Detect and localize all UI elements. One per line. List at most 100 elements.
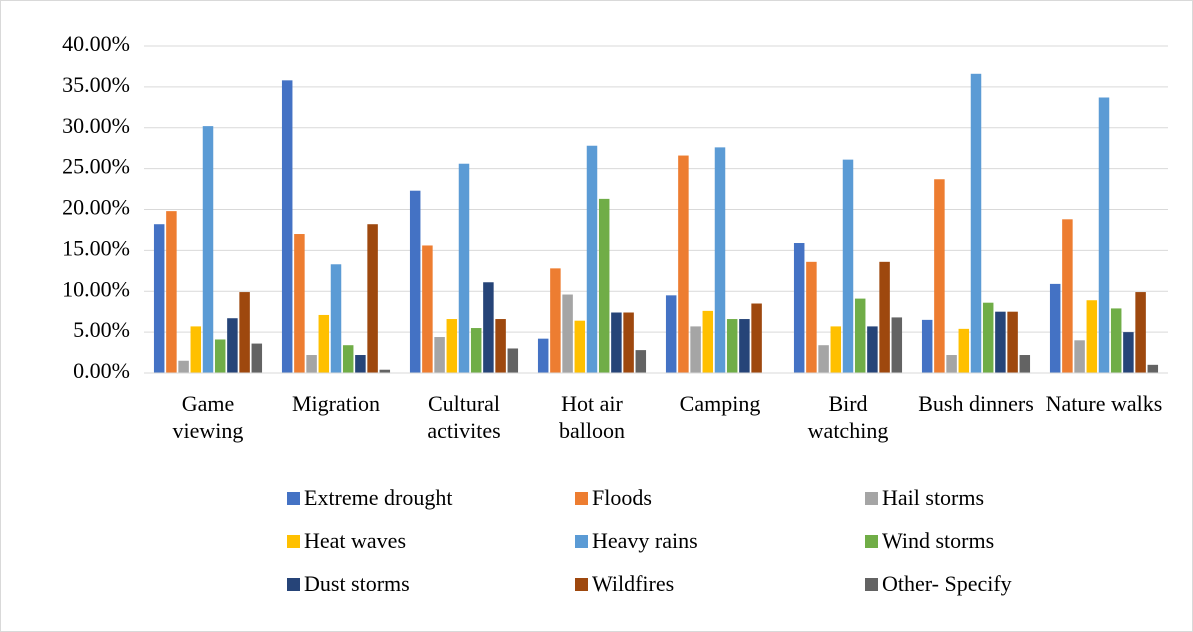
legend-swatch: [865, 577, 878, 591]
bar: [306, 355, 317, 373]
bar: [891, 317, 903, 373]
bar: [1049, 283, 1061, 373]
y-tick-label: 35.00%: [62, 72, 130, 97]
legend-item: Wind storms: [865, 527, 994, 555]
legend-label: Heavy rains: [592, 528, 698, 553]
x-tick-label: Bush dinners: [918, 391, 1034, 416]
legend-item: Wildfires: [575, 570, 674, 598]
bar: [355, 355, 366, 373]
x-tick-label: Camping: [679, 391, 761, 416]
bar: [1147, 364, 1159, 373]
bar: [562, 294, 573, 373]
bar: [751, 303, 762, 373]
bar: [214, 339, 226, 373]
bar: [434, 337, 445, 373]
bar: [495, 319, 506, 373]
bar: [318, 314, 330, 373]
y-tick-label: 40.00%: [62, 31, 130, 56]
y-tick-label: 0.00%: [73, 358, 130, 383]
bar: [678, 155, 689, 373]
bar: [1098, 97, 1110, 373]
bar: [793, 243, 805, 373]
bar: [227, 318, 238, 373]
bar: [178, 360, 189, 373]
bar: [879, 261, 890, 373]
bar: [806, 261, 817, 373]
y-tick-label: 20.00%: [62, 195, 130, 220]
bar: [714, 147, 726, 373]
bar: [458, 163, 470, 373]
legend-swatch: [865, 534, 878, 548]
bar: [623, 312, 634, 373]
legend-label: Extreme drought: [304, 485, 453, 510]
bar: [446, 319, 458, 373]
bar: [854, 298, 866, 373]
bar: [818, 345, 829, 373]
x-tick-label: Migration: [292, 391, 380, 416]
bar: [958, 328, 970, 373]
bar: [422, 245, 433, 373]
legend-label: Floods: [592, 485, 652, 510]
bar: [574, 320, 586, 373]
bar: [635, 350, 647, 373]
bar: [702, 310, 714, 373]
y-tick-label: 15.00%: [62, 235, 130, 260]
bar: [166, 211, 177, 373]
bar: [409, 190, 421, 373]
legend-label: Wind storms: [882, 528, 995, 553]
legend-item: Hail storms: [865, 484, 984, 512]
y-tick-label: 25.00%: [62, 154, 130, 179]
y-tick-label: 5.00%: [73, 317, 130, 342]
bar: [330, 264, 342, 373]
legend-item: Floods: [575, 484, 652, 512]
bar: [842, 159, 854, 373]
legend-label: Wildfires: [592, 571, 675, 596]
bar: [342, 345, 354, 373]
bar: [251, 343, 263, 373]
legend-label: Heat waves: [304, 528, 407, 553]
bar: [483, 282, 494, 373]
legend-label: Hail storms: [882, 485, 985, 510]
x-tick-label: Game viewing: [172, 391, 244, 443]
bar: [550, 268, 561, 373]
bar: [690, 326, 701, 373]
x-tick-label: Cultural activites: [427, 391, 501, 443]
x-tick-label: Bird watching: [807, 391, 889, 443]
bar: [507, 348, 519, 373]
legend-swatch: [575, 534, 588, 548]
bar: [202, 126, 214, 374]
x-tick-label: Nature walks: [1045, 391, 1163, 416]
bar: [739, 319, 750, 373]
bar: [239, 292, 250, 373]
y-tick-label: 30.00%: [62, 113, 130, 138]
bar: [586, 145, 598, 373]
legend-swatch: [575, 491, 588, 505]
legend-swatch: [287, 577, 300, 591]
bar: [1123, 332, 1134, 373]
bar: [1110, 308, 1122, 373]
x-tick-label: Hot air balloon: [559, 391, 625, 443]
bar: [190, 326, 202, 373]
bar: [153, 224, 165, 373]
legend-label: Dust storms: [304, 571, 410, 596]
legend-swatch: [287, 534, 300, 548]
bar: [1135, 292, 1146, 373]
bar: [921, 319, 933, 373]
legend-swatch: [865, 491, 878, 505]
bar: [934, 179, 945, 373]
bar: [995, 311, 1006, 373]
bar: [830, 326, 842, 373]
legend-item: Heavy rains: [575, 527, 698, 555]
bar: [379, 369, 391, 373]
bar: [665, 295, 677, 373]
bar: [281, 80, 293, 374]
bar: [726, 319, 738, 373]
bar: [367, 224, 378, 373]
bar: [598, 198, 610, 373]
bar: [982, 302, 994, 373]
legend-swatch: [575, 577, 588, 591]
bar: [946, 355, 957, 373]
bar: [1019, 355, 1031, 373]
bar: [867, 326, 878, 373]
